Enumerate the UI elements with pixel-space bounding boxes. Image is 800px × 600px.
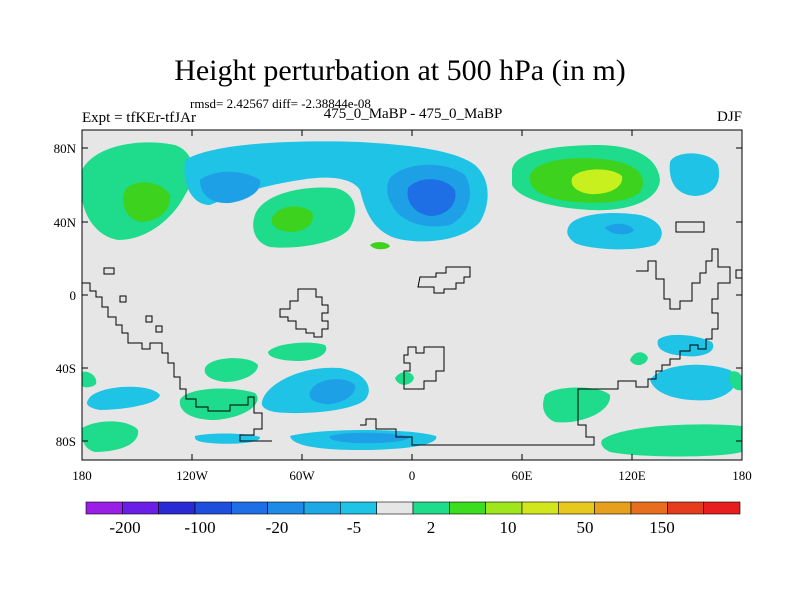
colorbar-swatch [122, 501, 159, 515]
lon-label-180w: 180 [72, 468, 92, 483]
contour-pos-s1 [268, 342, 327, 361]
colorbar-label-1: -200 [109, 518, 140, 537]
lat-label-0: 0 [70, 288, 77, 303]
colorbar-swatch [558, 501, 595, 515]
contour-neg-s1-core [309, 379, 356, 405]
lat-label-80n: 80N [54, 141, 77, 156]
coastline-eurasia [417, 266, 471, 294]
contour-neg-far-east [669, 153, 720, 196]
colorbar-swatch [194, 501, 232, 515]
colorbar-swatch [412, 501, 450, 515]
coastline-island-small3 [155, 325, 163, 333]
contour-neg-north-west [200, 171, 261, 204]
contour-fields [82, 141, 742, 457]
contour-pos-s2 [204, 358, 258, 382]
contour-pos-nw-core [123, 182, 171, 222]
colorbar-label-8: 150 [649, 518, 675, 537]
colorbar-swatch [303, 501, 341, 515]
contour-pos-small [370, 242, 390, 250]
colorbar-swatch [267, 501, 305, 515]
lat-label-40s: 40S [56, 361, 76, 376]
contour-neg-s4 [650, 364, 736, 401]
coastline-island-small2 [145, 315, 153, 323]
coastline-africa [403, 346, 445, 390]
contour-pos-ne-core [571, 169, 623, 195]
colorbar-swatch [521, 501, 559, 515]
coastline-south-america [82, 282, 272, 442]
contour-pos-se [601, 424, 742, 457]
contour-neg-south-core [329, 432, 410, 444]
lon-label-180e: 180 [732, 468, 752, 483]
lon-label-60e: 60E [512, 468, 533, 483]
colorbar-swatch [485, 501, 523, 515]
colorbar-label-6: 10 [500, 518, 517, 537]
colorbar [85, 501, 741, 515]
colorbar-label-5: 2 [427, 518, 436, 537]
colorbar-swatch [630, 501, 668, 515]
colorbar-swatch [594, 501, 632, 515]
colorbar-label-4: -5 [347, 518, 361, 537]
lon-label-120w: 120W [176, 468, 209, 483]
contour-neg-s2 [86, 386, 160, 410]
contour-pos-s7 [730, 371, 742, 391]
colorbar-swatch [85, 501, 123, 515]
stats-label: rmsd= 2.42567 diff= -2.38844e-08 [190, 96, 371, 111]
lat-label-40n: 40N [54, 215, 77, 230]
lon-label-120e: 120E [618, 468, 646, 483]
contour-neg-s3 [657, 334, 714, 357]
season-label: DJF [716, 109, 742, 125]
plot-title: Height perturbation at 500 hPa (in m) [174, 54, 626, 87]
coastline-north-america [279, 288, 329, 338]
colorbar-swatch [667, 501, 704, 515]
contour-pos-sw [82, 421, 139, 452]
contour-neg-east-core [605, 223, 634, 235]
case-label: 475_0_MaBP - 475_0_MaBP [323, 106, 503, 122]
colorbar-label-2: -100 [184, 518, 215, 537]
lon-label-0: 0 [409, 468, 416, 483]
colorbar-label-3: -20 [266, 518, 289, 537]
contour-pos-s5 [543, 387, 611, 423]
contour-pos-mid-core [271, 206, 313, 232]
coastline-island-nw [103, 267, 115, 275]
coastline-australia [360, 248, 731, 446]
contour-pos-s6 [630, 352, 648, 366]
coastlines [82, 221, 743, 446]
colorbar-swatch [376, 501, 414, 515]
colorbar-swatch [449, 501, 486, 515]
colorbar-label-7: 50 [577, 518, 594, 537]
experiment-label: Expt = tfKEr-tfJAr [82, 110, 196, 126]
coastline-island-ne [675, 221, 705, 233]
coastline-island-small1 [119, 295, 127, 303]
contour-pos-s-edge [82, 371, 97, 388]
colorbar-swatch [340, 501, 377, 515]
colorbar-swatch [158, 501, 196, 515]
contour-pos-s3 [179, 388, 258, 420]
lon-label-60w: 60W [289, 468, 315, 483]
lat-label-80s: 80S [56, 434, 76, 449]
colorbar-swatch [231, 501, 268, 515]
contour-neg-north-core [407, 179, 456, 216]
colorbar-swatch [703, 501, 741, 515]
axis-ticks [81, 130, 743, 460]
